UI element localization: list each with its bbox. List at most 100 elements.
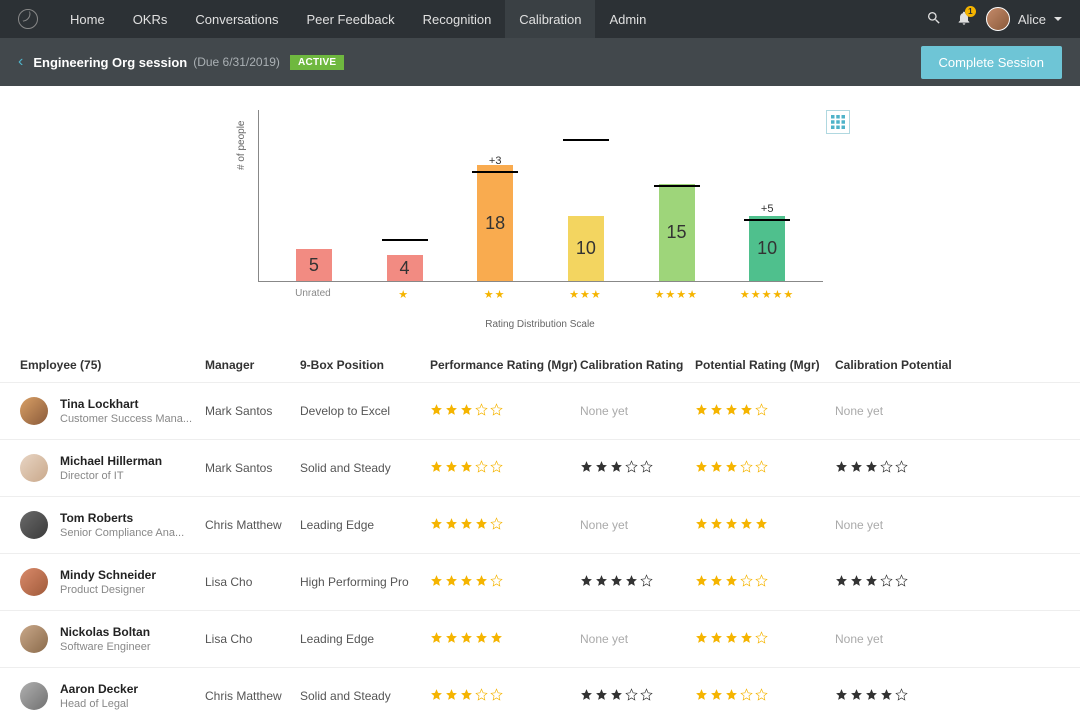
employee-name: Tina Lockhart <box>60 397 192 411</box>
nav-item-okrs[interactable]: OKRs <box>119 0 182 38</box>
table-row[interactable]: Tina LockhartCustomer Success Mana...Mar… <box>0 382 1080 439</box>
calibration-potential[interactable] <box>835 688 975 704</box>
back-button[interactable]: ‹ <box>18 53 23 71</box>
9box-cell: Leading Edge <box>300 632 430 646</box>
x-label: ★★★★ <box>631 288 722 301</box>
nav-item-calibration[interactable]: Calibration <box>505 0 595 38</box>
nav-item-home[interactable]: Home <box>56 0 119 38</box>
table-row[interactable]: Michael HillermanDirector of ITMark Sant… <box>0 439 1080 496</box>
bar-slot-1: 4 <box>359 110 450 281</box>
table-row[interactable]: Nickolas BoltanSoftware EngineerLisa Cho… <box>0 610 1080 667</box>
nav-item-recognition[interactable]: Recognition <box>409 0 506 38</box>
9box-cell: Solid and Steady <box>300 461 430 475</box>
user-menu[interactable]: Alice <box>986 7 1062 31</box>
avatar <box>20 511 48 539</box>
calibration-rating[interactable] <box>580 688 695 704</box>
manager-cell: Chris Matthew <box>205 689 300 703</box>
calibration-potential[interactable]: None yet <box>835 632 975 646</box>
nav-right: 1 Alice <box>926 7 1062 31</box>
top-nav: HomeOKRsConversationsPeer FeedbackRecogn… <box>0 0 1080 38</box>
col-employee[interactable]: Employee (75) <box>20 358 205 372</box>
employee-cell: Nickolas BoltanSoftware Engineer <box>20 625 205 653</box>
bar[interactable]: 4 <box>387 255 423 281</box>
table-row[interactable]: Aaron DeckerHead of LegalChris MatthewSo… <box>0 667 1080 724</box>
x-axis-labels: Unrated★★★★★★★★★★★★★★★ <box>258 282 823 301</box>
employee-cell: Mindy SchneiderProduct Designer <box>20 568 205 596</box>
employee-name: Mindy Schneider <box>60 568 156 582</box>
bar-slot-2: +318 <box>450 110 541 281</box>
potential-rating[interactable] <box>695 403 835 419</box>
col-performance[interactable]: Performance Rating (Mgr) <box>430 358 580 372</box>
employee-cell: Tom RobertsSenior Compliance Ana... <box>20 511 205 539</box>
employee-title: Software Engineer <box>60 641 151 653</box>
employee-cell: Tina Lockhart Customer Success Mana... <box>20 397 205 425</box>
calibration-rating[interactable]: None yet <box>580 404 695 418</box>
performance-rating[interactable] <box>430 631 580 647</box>
performance-rating[interactable] <box>430 688 580 704</box>
employee-title: Customer Success Mana... <box>60 413 192 425</box>
complete-session-button[interactable]: Complete Session <box>921 46 1063 79</box>
nav-item-admin[interactable]: Admin <box>595 0 660 38</box>
target-line <box>563 139 609 141</box>
calibration-rating[interactable]: None yet <box>580 632 695 646</box>
nav-item-peer-feedback[interactable]: Peer Feedback <box>292 0 408 38</box>
bar[interactable]: 10 <box>749 216 785 281</box>
session-title: Engineering Org session <box>33 55 187 70</box>
employee-table: Employee (75) Manager 9-Box Position Per… <box>0 358 1080 724</box>
col-potential[interactable]: Potential Rating (Mgr) <box>695 358 835 372</box>
col-calibration-potential[interactable]: Calibration Potential <box>835 358 975 372</box>
calibration-potential[interactable] <box>835 574 975 590</box>
y-axis-label: # of people <box>236 121 247 171</box>
bar-slot-0: 5 <box>269 110 360 281</box>
target-line <box>382 239 428 241</box>
potential-rating[interactable] <box>695 460 835 476</box>
performance-rating[interactable] <box>430 517 580 533</box>
performance-rating[interactable] <box>430 460 580 476</box>
potential-rating[interactable] <box>695 688 835 704</box>
potential-rating[interactable] <box>695 631 835 647</box>
table-row[interactable]: Mindy SchneiderProduct DesignerLisa ChoH… <box>0 553 1080 610</box>
col-manager[interactable]: Manager <box>205 358 300 372</box>
potential-rating[interactable] <box>695 517 835 533</box>
bar[interactable]: 5 <box>296 249 332 281</box>
performance-rating[interactable] <box>430 403 580 419</box>
grid-toggle-button[interactable] <box>826 110 850 134</box>
bar[interactable]: 18 <box>477 165 513 281</box>
employee-title: Director of IT <box>60 470 162 482</box>
x-label: ★★★★★ <box>722 288 813 301</box>
bar[interactable]: 15 <box>659 184 695 281</box>
col-9box[interactable]: 9-Box Position <box>300 358 430 372</box>
employee-title: Head of Legal <box>60 698 138 710</box>
session-header: ‹ Engineering Org session (Due 6/31/2019… <box>0 38 1080 86</box>
avatar <box>20 397 48 425</box>
chart-section: # of people 54+3181015+510 Unrated★★★★★★… <box>0 86 1080 330</box>
bar-slot-4: 15 <box>631 110 722 281</box>
table-row[interactable]: Tom RobertsSenior Compliance Ana...Chris… <box>0 496 1080 553</box>
target-line <box>654 185 700 187</box>
calibration-potential[interactable]: None yet <box>835 518 975 532</box>
bar-slot-3: 10 <box>541 110 632 281</box>
col-calibration[interactable]: Calibration Rating <box>580 358 695 372</box>
search-icon[interactable] <box>926 10 942 29</box>
9box-cell: Solid and Steady <box>300 689 430 703</box>
x-label: ★★ <box>449 288 540 301</box>
avatar <box>20 682 48 710</box>
chart: # of people 54+3181015+510 Unrated★★★★★★… <box>258 110 823 330</box>
x-label: Unrated <box>268 288 359 301</box>
user-name: Alice <box>1018 12 1046 27</box>
calibration-rating[interactable]: None yet <box>580 518 695 532</box>
avatar <box>986 7 1010 31</box>
notifications-icon[interactable]: 1 <box>956 10 972 29</box>
performance-rating[interactable] <box>430 574 580 590</box>
calibration-potential[interactable]: None yet <box>835 404 975 418</box>
avatar <box>20 625 48 653</box>
calibration-rating[interactable] <box>580 460 695 476</box>
nav-item-conversations[interactable]: Conversations <box>181 0 292 38</box>
potential-rating[interactable] <box>695 574 835 590</box>
bar[interactable]: 10 <box>568 216 604 281</box>
diff-label: +5 <box>761 203 774 215</box>
calibration-potential[interactable] <box>835 460 975 476</box>
calibration-rating[interactable] <box>580 574 695 590</box>
employee-title: Senior Compliance Ana... <box>60 527 184 539</box>
avatar <box>20 568 48 596</box>
